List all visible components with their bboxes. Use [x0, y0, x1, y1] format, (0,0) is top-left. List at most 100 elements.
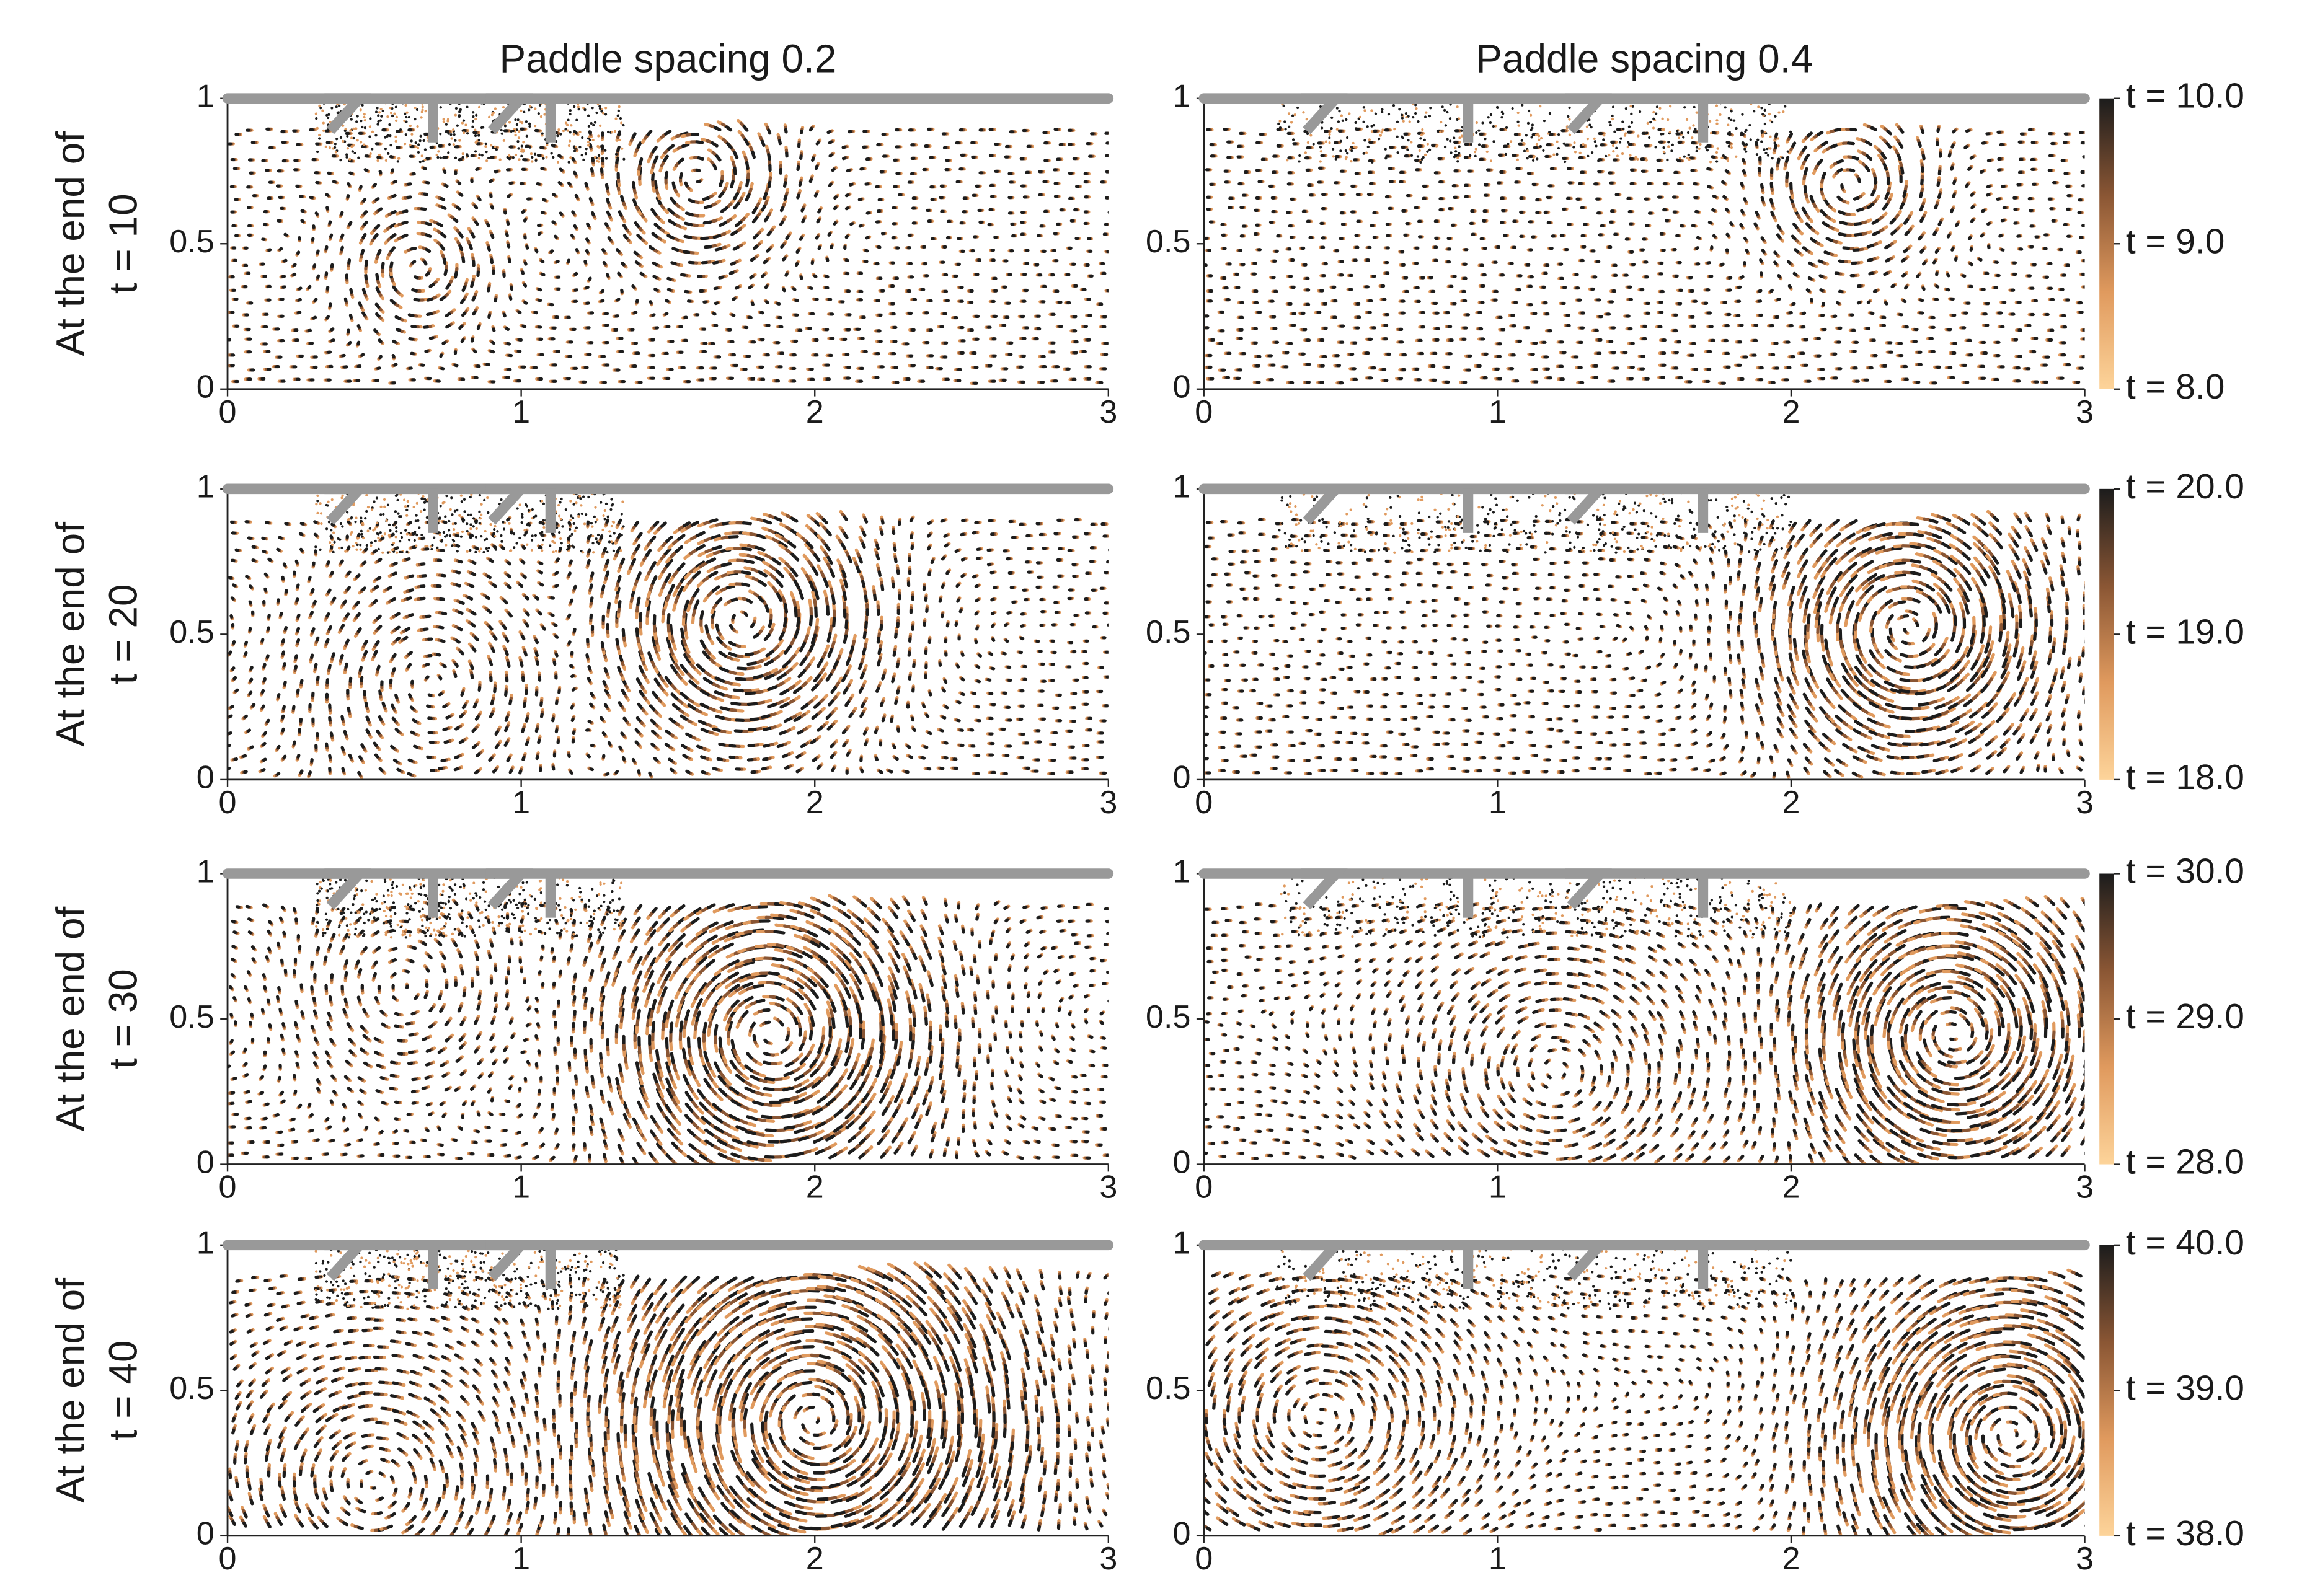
particle-streak [712, 260, 719, 265]
particle-streak [713, 286, 719, 291]
particle-streak [347, 182, 351, 187]
tracer-dot [410, 139, 413, 143]
particle-streak [730, 180, 735, 189]
particle-streak [796, 193, 800, 200]
tracer-dot [498, 158, 502, 161]
particle-streak [745, 178, 750, 188]
particle-streak [808, 178, 813, 183]
tracer-dot [430, 146, 434, 149]
tracer-dot [384, 148, 387, 151]
particle-streak [505, 327, 510, 332]
tracer-dot [321, 109, 324, 112]
tracer-dot [517, 136, 520, 139]
particle-streak [356, 324, 361, 329]
tracer-dot [327, 116, 330, 120]
tracer-dot [356, 139, 359, 142]
particle-streak [606, 198, 610, 205]
particle-streak [453, 271, 458, 279]
tracer-dot [533, 152, 537, 156]
tracer-dot [464, 123, 467, 126]
particle-streak [363, 220, 368, 226]
tracer-dot [564, 128, 567, 131]
tracer-dot [458, 139, 461, 142]
tracer-dot [598, 107, 602, 110]
tracer-dot [598, 124, 602, 127]
particle-streak [761, 273, 766, 278]
tracer-dot [377, 120, 380, 123]
tracer-dot [569, 109, 572, 112]
tracer-dot [389, 106, 392, 110]
particle-streak [413, 275, 419, 280]
x-tick-label: 3 [1099, 394, 1117, 430]
particle-streak [702, 220, 712, 225]
particle-streak [808, 286, 813, 290]
tracer-dot [618, 138, 621, 142]
particle-streak [844, 193, 849, 198]
particle-streak [648, 245, 655, 251]
particle-streak [297, 298, 302, 302]
tracer-dot [454, 107, 458, 110]
tracer-dot [589, 131, 593, 134]
particle-streak [349, 288, 353, 294]
particle-streak [697, 156, 704, 161]
tracer-dot [446, 120, 449, 123]
particle-streak [458, 325, 463, 330]
particle-streak [777, 139, 782, 146]
tracer-dot [607, 130, 610, 134]
tracer-dot [618, 105, 621, 108]
particle-streak [631, 284, 635, 289]
particle-streak [443, 268, 448, 276]
y-tick-label: 1 [197, 78, 215, 114]
particle-streak [604, 222, 609, 227]
particle-streak [730, 230, 738, 236]
tracer-dot [389, 144, 392, 147]
tracer-dot [484, 142, 487, 146]
tracer-dot [620, 121, 623, 125]
tracer-dot [567, 118, 570, 121]
column-title: Paddle spacing 0.2 [500, 36, 837, 81]
particle-streak [865, 236, 870, 240]
particle-streak [615, 157, 619, 165]
particle-streak [844, 206, 849, 211]
tracer-dot [522, 141, 525, 144]
particle-streak [378, 170, 383, 174]
tracer-dot [343, 102, 346, 106]
particle-streak [745, 161, 750, 170]
tracer-dot [485, 150, 488, 154]
tracer-dot [474, 134, 477, 138]
tracer-dot [422, 159, 425, 163]
particle-streak [671, 181, 676, 190]
particle-streak [348, 221, 353, 226]
tracer-dot [585, 148, 588, 151]
tracer-dot [395, 115, 399, 118]
particle-streak [749, 275, 754, 280]
particle-streak [719, 179, 724, 187]
tracer-dot [388, 123, 391, 126]
tracer-dot [405, 115, 408, 119]
particle-streak [813, 192, 818, 198]
tracer-dot [568, 139, 572, 143]
particle-streak [649, 300, 653, 304]
particle-streak [454, 363, 459, 368]
tracer-dot [355, 120, 358, 123]
tracer-dot [357, 156, 360, 159]
particle-streak [825, 275, 830, 279]
tracer-dot [596, 144, 600, 148]
tracer-dot [478, 153, 481, 156]
particle-streak [314, 211, 319, 216]
tracer-dot [528, 125, 531, 128]
tracer-dot [531, 160, 534, 163]
tracer-dot [618, 145, 621, 149]
tracer-dot [557, 128, 560, 131]
tracer-dot [567, 161, 570, 164]
tracer-dot [492, 111, 495, 115]
tracer-dot [552, 156, 555, 159]
particle-streak [702, 196, 710, 201]
tracer-dot [565, 123, 569, 126]
tracer-dot [477, 134, 480, 137]
tracer-dot [511, 156, 515, 159]
particle-streak [607, 236, 612, 242]
tracer-dot [591, 107, 594, 110]
particle-streak [766, 231, 772, 237]
tracer-dot [339, 136, 343, 139]
